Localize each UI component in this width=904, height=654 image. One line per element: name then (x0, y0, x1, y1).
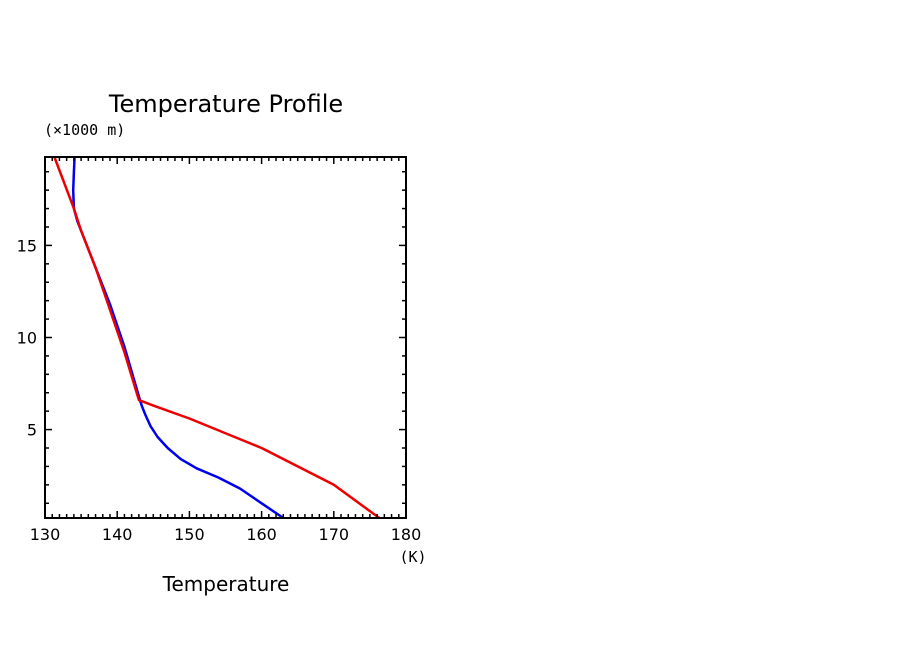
x-tick-label: 160 (246, 525, 277, 544)
y-tick-label: 10 (17, 329, 37, 348)
x-tick-label: 140 (102, 525, 133, 544)
x-tick-label: 130 (30, 525, 61, 544)
x-tick-label: 180 (391, 525, 422, 544)
x-axis-unit: (K) (399, 548, 426, 566)
series-line-0 (71, 156, 285, 520)
x-axis-title: Temperature (162, 572, 290, 596)
series-layer (53, 156, 381, 520)
x-tick-label: 150 (174, 525, 205, 544)
series-line-1 (53, 156, 381, 520)
y-axis-unit: (×1000 m) (44, 121, 125, 139)
chart-title: Temperature Profile (108, 90, 343, 118)
tick-labels: 130 140 150 160 170 180 5 10 15 (17, 236, 422, 544)
x-tick-label: 170 (319, 525, 350, 544)
y-tick-label: 15 (17, 236, 37, 255)
plot-frame (44, 156, 407, 519)
y-tick-label: 5 (27, 421, 37, 440)
ticks-layer (44, 157, 407, 518)
